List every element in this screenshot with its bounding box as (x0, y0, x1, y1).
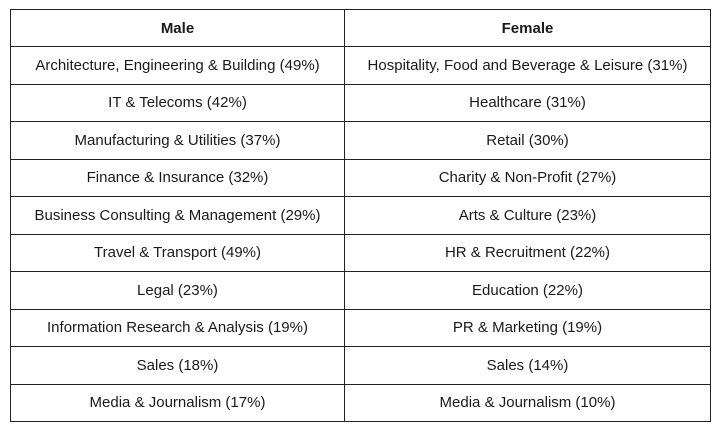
table-row: Manufacturing & Utilities (37%) Retail (… (10, 121, 711, 160)
male-sector-cell: Sales (18%) (10, 346, 345, 385)
female-sector-cell: Charity & Non-Profit (27%) (344, 158, 711, 197)
table-row: Media & Journalism (17%) Media & Journal… (10, 383, 711, 422)
male-sector-cell: IT & Telecoms (42%) (10, 83, 345, 122)
male-sector-cell: Manufacturing & Utilities (37%) (10, 121, 345, 160)
male-sector-cell: Legal (23%) (10, 271, 345, 310)
male-column-header: Male (10, 9, 345, 47)
male-sector-cell: Architecture, Engineering & Building (49… (10, 46, 345, 85)
male-sector-cell: Travel & Transport (49%) (10, 233, 345, 272)
male-sector-cell: Business Consulting & Management (29%) (10, 196, 345, 235)
table-row: Sales (18%) Sales (14%) (10, 346, 711, 385)
table-row: Travel & Transport (49%) HR & Recruitmen… (10, 233, 711, 272)
sector-comparison-table-container: Male Female Architecture, Engineering & … (10, 9, 711, 422)
sector-comparison-table: Male Female Architecture, Engineering & … (10, 9, 711, 422)
table-row: Finance & Insurance (32%) Charity & Non-… (10, 158, 711, 197)
table-row: Architecture, Engineering & Building (49… (10, 46, 711, 85)
male-sector-cell: Finance & Insurance (32%) (10, 158, 345, 197)
table-row: Legal (23%) Education (22%) (10, 271, 711, 310)
table-row: Business Consulting & Management (29%) A… (10, 196, 711, 235)
female-sector-cell: Hospitality, Food and Beverage & Leisure… (344, 46, 711, 85)
header-row: Male Female (10, 9, 711, 47)
female-sector-cell: Retail (30%) (344, 121, 711, 160)
female-sector-cell: Media & Journalism (10%) (344, 383, 711, 422)
female-sector-cell: Sales (14%) (344, 346, 711, 385)
female-sector-cell: Healthcare (31%) (344, 83, 711, 122)
female-sector-cell: Education (22%) (344, 271, 711, 310)
male-sector-cell: Information Research & Analysis (19%) (10, 308, 345, 347)
table-row: Information Research & Analysis (19%) PR… (10, 308, 711, 347)
female-sector-cell: Arts & Culture (23%) (344, 196, 711, 235)
female-sector-cell: HR & Recruitment (22%) (344, 233, 711, 272)
table-row: IT & Telecoms (42%) Healthcare (31%) (10, 83, 711, 122)
female-sector-cell: PR & Marketing (19%) (344, 308, 711, 347)
male-sector-cell: Media & Journalism (17%) (10, 383, 345, 422)
female-column-header: Female (344, 9, 711, 47)
